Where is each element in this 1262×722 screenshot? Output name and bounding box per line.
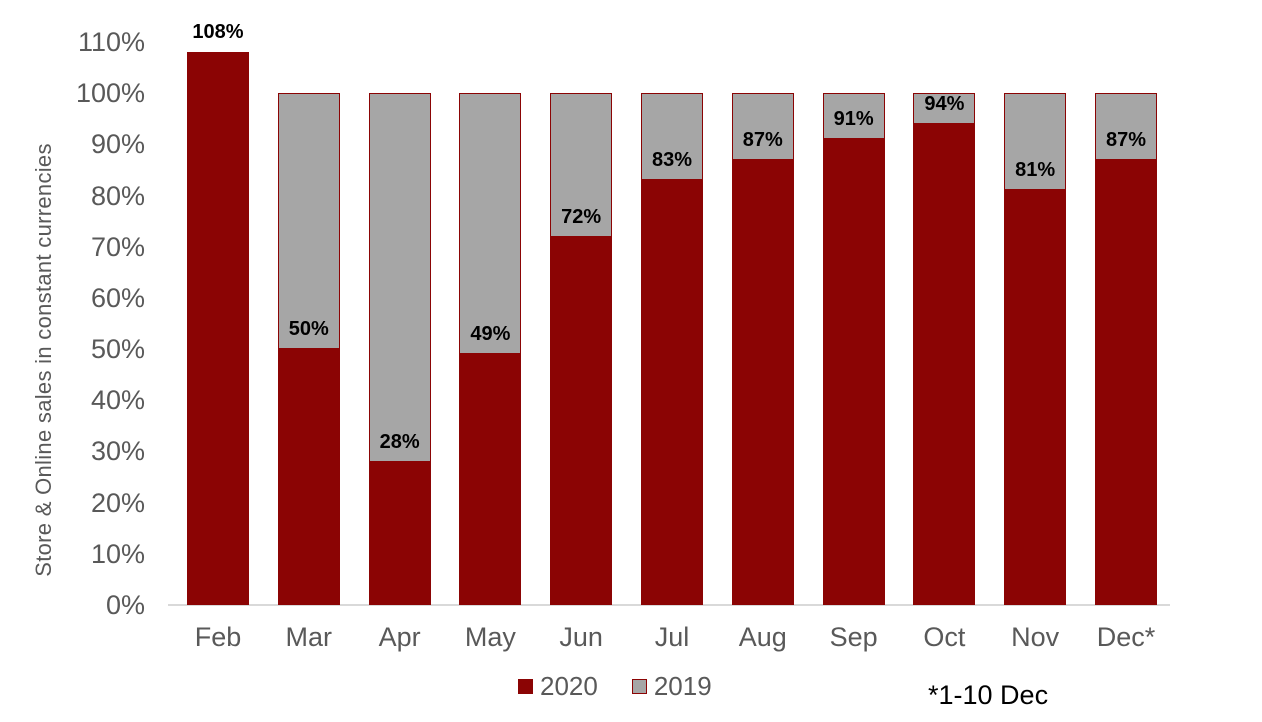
bar-value-label-sep: 91% bbox=[833, 108, 874, 131]
legend-label-2019: 2019 bbox=[653, 671, 712, 701]
footnote: *1-10 Dec bbox=[928, 680, 1049, 710]
x-axis-line bbox=[168, 604, 1170, 606]
y-tick-10%: 10% bbox=[90, 538, 145, 569]
bar-2019-may bbox=[459, 93, 522, 355]
x-tick-jun: Jun bbox=[559, 622, 603, 652]
bar-2020-jul bbox=[641, 180, 703, 605]
bar-2019-mar bbox=[277, 93, 340, 350]
bar-2020-may bbox=[459, 354, 522, 605]
y-tick-40%: 40% bbox=[90, 385, 145, 416]
bar-value-label-apr: 28% bbox=[379, 430, 420, 453]
bar-2019-nov bbox=[1004, 93, 1067, 191]
y-tick-90%: 90% bbox=[90, 129, 145, 160]
y-tick-60%: 60% bbox=[90, 282, 145, 313]
x-tick-apr: Apr bbox=[378, 622, 421, 652]
bar-value-label-aug: 87% bbox=[742, 128, 783, 151]
bar-value-label-jul: 83% bbox=[651, 149, 693, 172]
bar-2020-oct bbox=[913, 123, 976, 605]
legend-swatch-2020 bbox=[518, 678, 533, 694]
x-tick-nov: Nov bbox=[1011, 622, 1060, 652]
x-tick-mar: Mar bbox=[285, 622, 333, 652]
bar-2019-dec* bbox=[1095, 93, 1157, 160]
bar-2020-sep bbox=[822, 139, 885, 605]
bar-2019-apr bbox=[368, 93, 431, 462]
legend-label-2020: 2020 bbox=[540, 671, 598, 701]
y-tick-0%: 0% bbox=[105, 590, 145, 620]
bar-2020-apr bbox=[368, 461, 431, 605]
bar-value-label-may: 49% bbox=[470, 323, 511, 346]
x-tick-may: May bbox=[464, 622, 516, 652]
y-tick-70%: 70% bbox=[90, 231, 145, 262]
x-tick-oct: Oct bbox=[923, 622, 966, 652]
x-tick-sep: Sep bbox=[829, 622, 878, 652]
bar-value-label-feb: 108% bbox=[192, 21, 244, 44]
bar-value-label-jun: 72% bbox=[561, 205, 602, 228]
bar-2019-jul bbox=[641, 93, 703, 181]
bar-value-label-dec*: 87% bbox=[1105, 128, 1147, 151]
bar-2020-nov bbox=[1004, 190, 1067, 605]
bar-2019-sep bbox=[822, 93, 885, 140]
bar-2019-oct bbox=[913, 93, 976, 124]
bar-2019-jun bbox=[550, 93, 613, 237]
x-tick-jul: Jul bbox=[654, 622, 690, 652]
bar-2019-aug bbox=[731, 93, 794, 160]
bar-2020-dec* bbox=[1095, 159, 1157, 605]
legend: 2020 2019 bbox=[518, 671, 712, 701]
bar-2020-mar bbox=[277, 349, 340, 605]
x-tick-dec*: Dec* bbox=[1096, 622, 1156, 652]
bar-2020-jun bbox=[550, 236, 613, 605]
y-tick-20%: 20% bbox=[90, 487, 145, 518]
x-axis-labels: Feb Mar Apr May Jun Jul Aug Sep Oct Nov Dec* bbox=[168, 622, 1170, 656]
legend-item-2020: 2020 bbox=[518, 671, 598, 701]
legend-item-2019: 2019 bbox=[631, 671, 712, 701]
plot-area: 108% 50% 28% 49% 72% 83% 87% 91% 94% 81% 87% bbox=[168, 21, 1170, 606]
x-tick-feb: Feb bbox=[194, 622, 242, 652]
y-tick-50%: 50% bbox=[90, 334, 145, 365]
y-tick-110%: 110% bbox=[77, 27, 145, 57]
bar-2020-feb bbox=[187, 52, 249, 605]
x-tick-aug: Aug bbox=[738, 622, 787, 652]
y-tick-80%: 80% bbox=[90, 180, 145, 211]
bar-value-label-mar: 50% bbox=[288, 318, 329, 341]
legend-swatch-2019 bbox=[631, 678, 647, 694]
y-axis-tick-labels: 0% 10% 20% 30% 40% 50% 60% 70% 80% 90% 100% 110% bbox=[0, 28, 150, 619]
bar-value-label-nov: 81% bbox=[1015, 159, 1056, 182]
bar-2020-aug bbox=[731, 159, 794, 605]
y-tick-100%: 100% bbox=[75, 78, 145, 109]
bar-value-label-oct: 94% bbox=[924, 92, 965, 115]
y-tick-30%: 30% bbox=[90, 436, 145, 467]
